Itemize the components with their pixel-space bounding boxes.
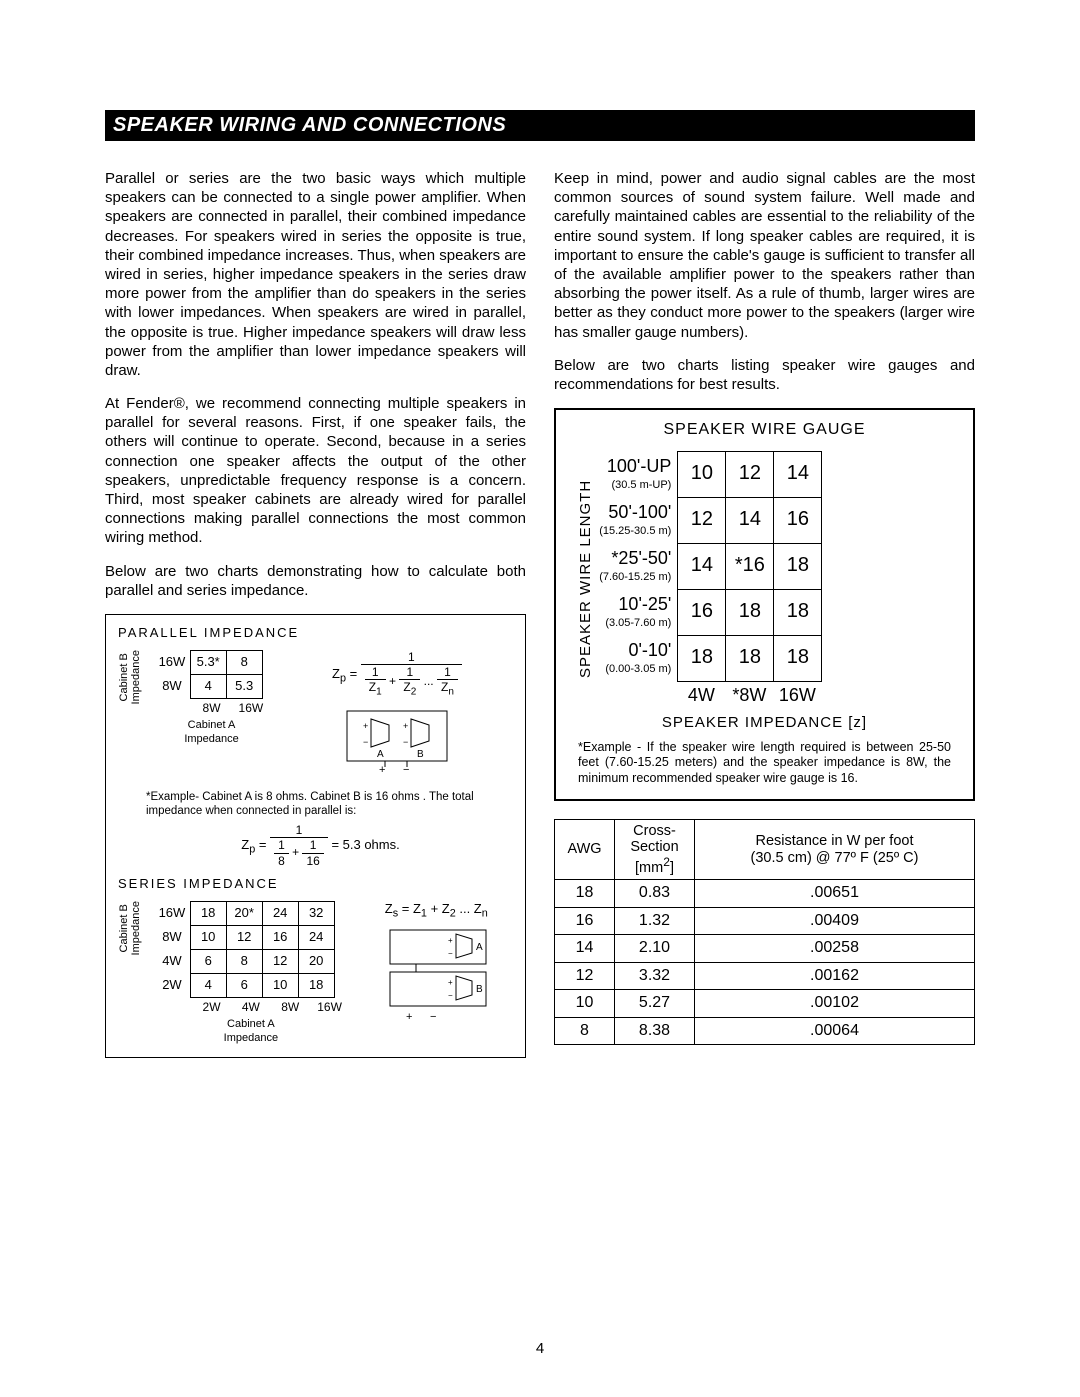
parallel-speaker-diagram: A + − B + − + −	[337, 705, 457, 782]
cell: 5.3	[226, 674, 262, 698]
svg-text:−: −	[430, 1011, 436, 1023]
section-title: SPEAKER WIRING AND CONNECTIONS	[105, 110, 975, 141]
series-speaker-diagram: A + − B + − + −	[376, 924, 496, 1029]
page-number: 4	[0, 1340, 1080, 1357]
svg-text:A: A	[476, 942, 483, 953]
row-label: 16W	[154, 650, 190, 674]
para: Keep in mind, power and audio signal cab…	[554, 169, 975, 342]
para: At Fender®, we recommend connecting mult…	[105, 394, 526, 548]
parallel-formula: Zp = 1 1Z1 + 1Z2 ... 1Zn	[332, 650, 462, 699]
svg-text:−: −	[403, 764, 409, 776]
wire-row-labels: 100'-UP(30.5 m-UP) 50'-100'(15.25-30.5 m…	[599, 451, 677, 707]
wire-length-axis: SPEAKER WIRE LENGTH	[572, 451, 599, 707]
parallel-example: *Example- Cabinet A is 8 ohms. Cabinet B…	[146, 791, 495, 868]
col-labels: 2W 4W 8W 16W	[154, 1000, 347, 1015]
row-label: 8W	[154, 674, 190, 698]
para: Parallel or series are the two basic way…	[105, 169, 526, 380]
svg-text:B: B	[417, 749, 424, 760]
svg-text:−: −	[403, 737, 408, 747]
cabinet-b-axis: Cabinet BImpedance	[118, 650, 142, 704]
awg-header: AWG	[555, 819, 615, 880]
wire-gauge-box: SPEAKER WIRE GAUGE SPEAKER WIRE LENGTH 1…	[554, 408, 975, 801]
svg-text:+: +	[448, 978, 453, 987]
cabinet-a-axis: Cabinet AImpedance	[154, 718, 269, 746]
two-column-layout: Parallel or series are the two basic way…	[105, 169, 975, 1058]
svg-text:+: +	[448, 936, 453, 945]
wire-col-labels: 4W *8W 16W	[677, 684, 822, 707]
para: Below are two charts demonstrating how t…	[105, 562, 526, 600]
svg-text:−: −	[448, 949, 453, 958]
awg-header: Resistance in W per foot(30.5 cm) @ 77º …	[695, 819, 975, 880]
svg-text:−: −	[363, 737, 368, 747]
wire-gauge-title: SPEAKER WIRE GAUGE	[572, 420, 957, 440]
svg-text:+: +	[379, 764, 385, 776]
para: Below are two charts listing speaker wir…	[554, 356, 975, 394]
parallel-heading: PARALLEL IMPEDANCE	[118, 625, 513, 642]
svg-text:+: +	[406, 1011, 412, 1023]
wire-gauge-table: 101214 121416 14*1618 161818 181818	[677, 451, 822, 682]
svg-text:A: A	[377, 749, 384, 760]
cell: 4	[190, 674, 226, 698]
cabinet-a-axis: Cabinet AImpedance	[154, 1017, 347, 1045]
left-column: Parallel or series are the two basic way…	[105, 169, 526, 1058]
series-table: 16W 1820*2432 8W 10121624 4W 681220 2W	[154, 901, 335, 998]
awg-header: Cross-Section[mm2]	[615, 819, 695, 880]
svg-text:+: +	[363, 721, 368, 731]
cell: 8	[226, 650, 262, 674]
cell: 5.3*	[190, 650, 226, 674]
awg-table: AWG Cross-Section[mm2] Resistance in W p…	[554, 819, 975, 1046]
series-formula: Zs = Z1 + Z2 ... Zn	[385, 901, 488, 921]
svg-text:+: +	[403, 721, 408, 731]
svg-text:−: −	[448, 991, 453, 1000]
series-heading: SERIES IMPEDANCE	[118, 876, 513, 893]
svg-text:B: B	[476, 984, 483, 995]
wire-gauge-example: *Example - If the speaker wire length re…	[578, 740, 951, 787]
cabinet-b-axis: Cabinet BImpedance	[118, 901, 142, 955]
impedance-diagrams-box: PARALLEL IMPEDANCE Cabinet BImpedance 16…	[105, 614, 526, 1058]
col-labels: 8W 16W	[154, 701, 269, 716]
parallel-table: 16W 5.3* 8 8W 4 5.3	[154, 650, 263, 699]
right-column: Keep in mind, power and audio signal cab…	[554, 169, 975, 1058]
wire-impedance-axis: SPEAKER IMPEDANCE [z]	[572, 713, 957, 732]
